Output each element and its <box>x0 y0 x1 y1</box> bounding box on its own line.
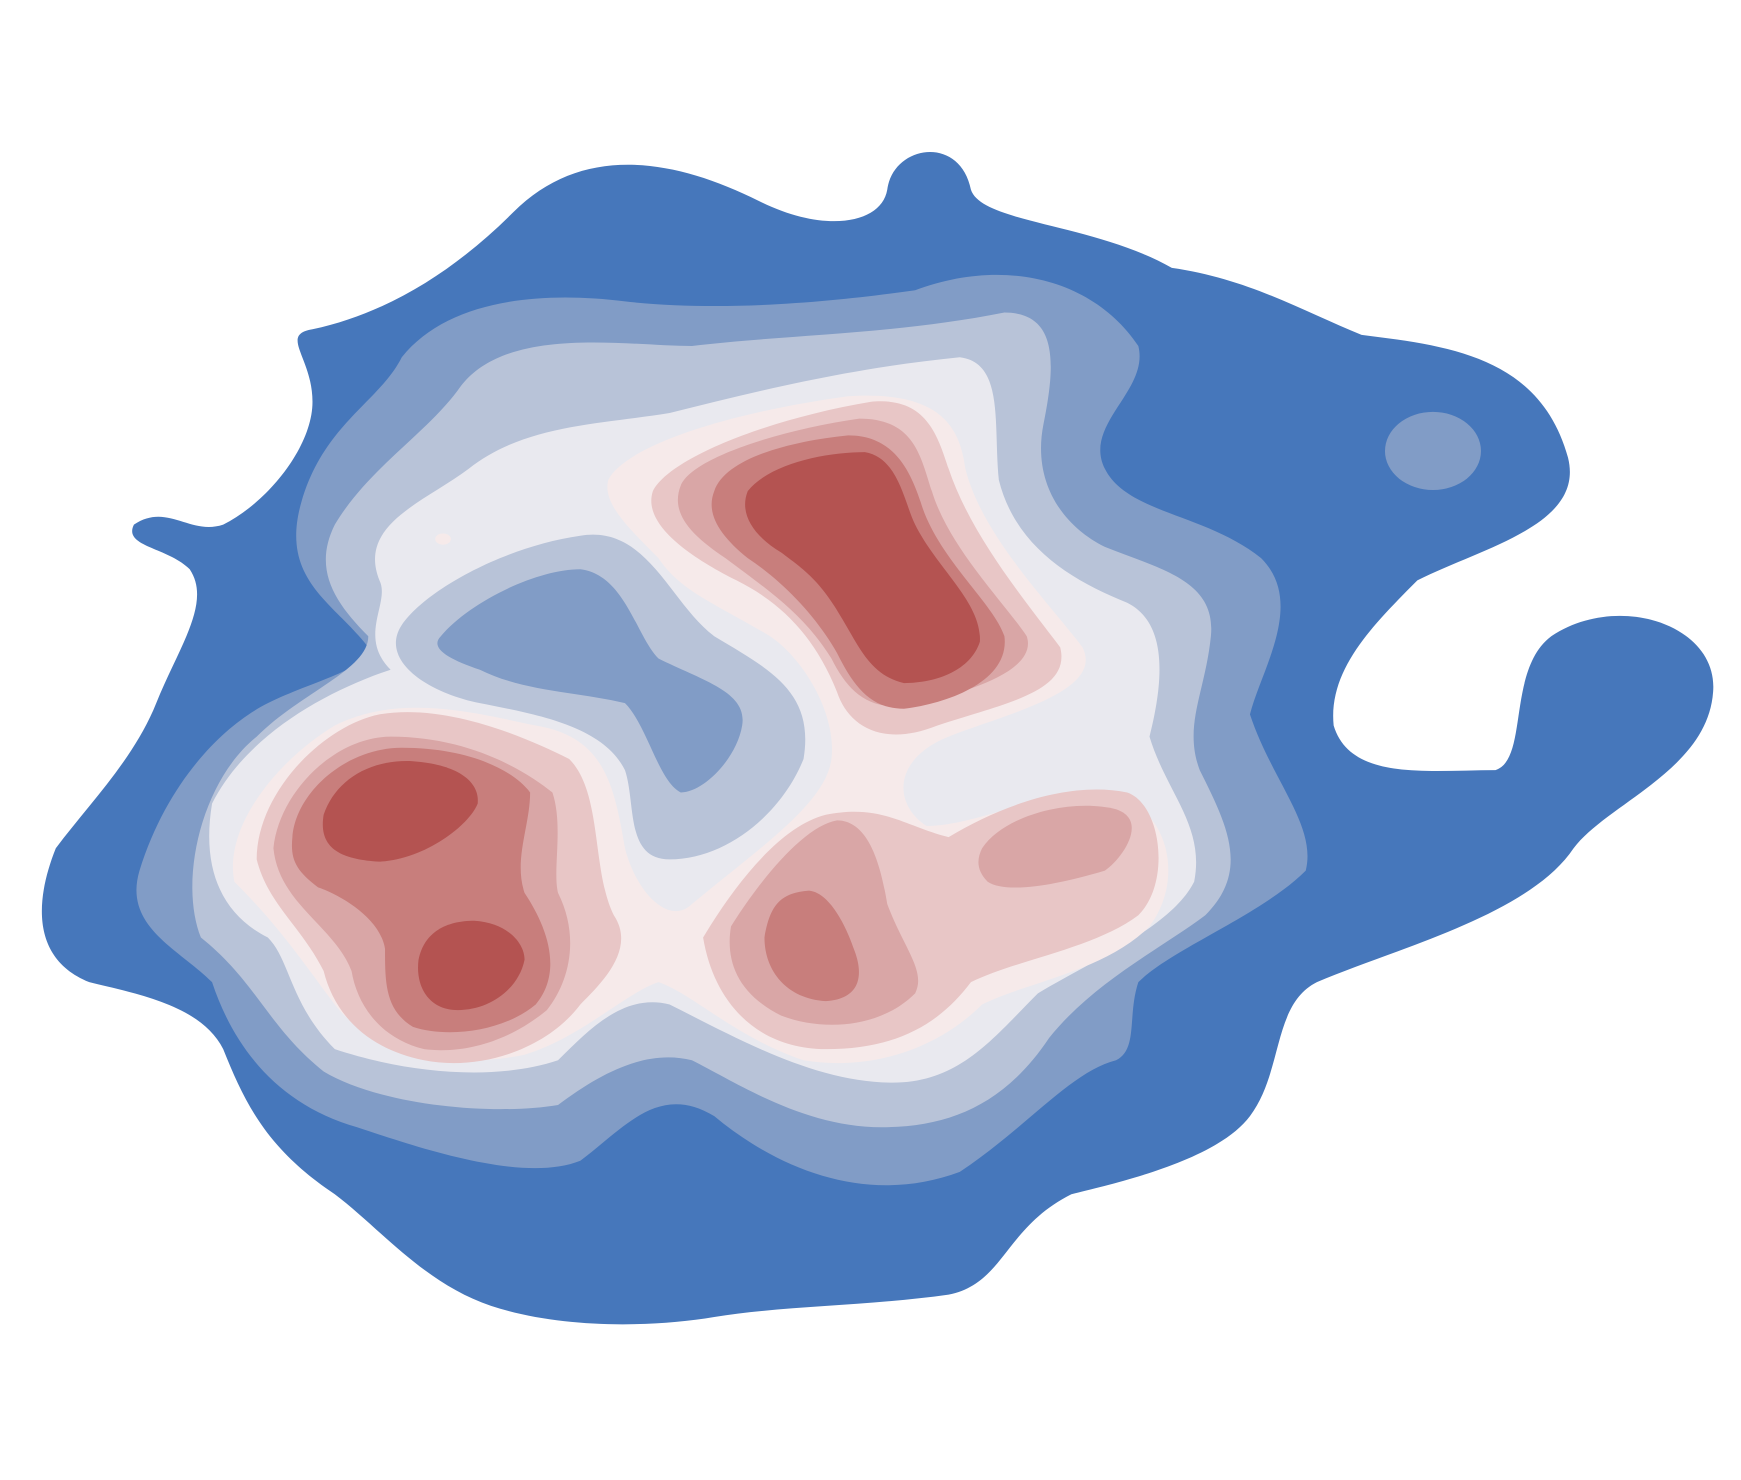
contour-band <box>322 761 478 862</box>
contour-band <box>435 533 451 545</box>
contour-band <box>745 452 980 684</box>
contour-band <box>418 920 525 1011</box>
contour-band <box>764 890 859 1002</box>
contour-levels <box>41 152 1714 1325</box>
contour-band <box>978 805 1132 888</box>
contour-band <box>1384 411 1481 491</box>
contour-band <box>437 569 743 793</box>
